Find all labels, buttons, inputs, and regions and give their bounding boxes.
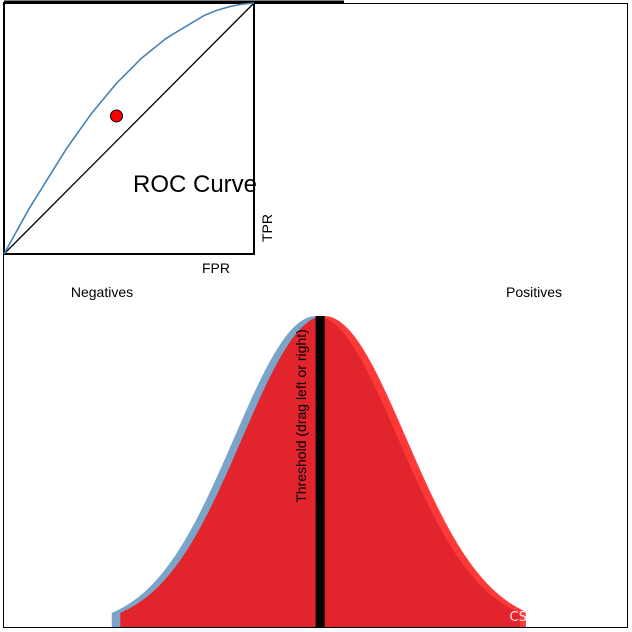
negatives-label: Negatives bbox=[71, 284, 133, 300]
roc-title: ROC Curve bbox=[133, 171, 257, 198]
roc-x-axis-label: FPR bbox=[202, 260, 230, 276]
threshold-label: Threshold (drag left or right) bbox=[293, 329, 309, 503]
roc-box bbox=[3, 2, 255, 255]
distribution-panel: Negatives Positives Threshold (drag left… bbox=[71, 284, 562, 627]
roc-y-axis-label: TPR bbox=[259, 214, 275, 242]
roc-operating-point bbox=[110, 109, 123, 123]
roc-panel: ROC Curve FPR TPR bbox=[3, 0, 344, 276]
roc-diagonal bbox=[3, 2, 255, 255]
threshold-handle[interactable]: Threshold (drag left or right) bbox=[293, 316, 325, 627]
threshold-line[interactable] bbox=[315, 316, 325, 627]
positives-label: Positives bbox=[506, 284, 562, 300]
roc-curve bbox=[3, 2, 255, 255]
watermark: CSDN @晴空^_^ bbox=[509, 610, 618, 625]
